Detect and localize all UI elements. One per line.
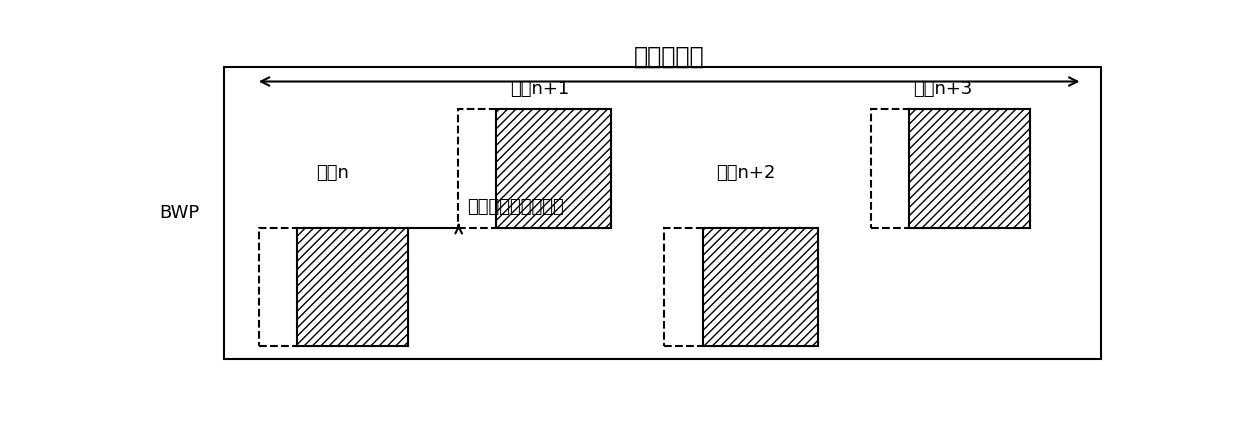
Text: 时隙n: 时隙n (316, 164, 350, 182)
Text: 时隙n+2: 时隙n+2 (717, 164, 776, 182)
Bar (665, 228, 818, 346)
Bar (870, 109, 1029, 228)
Bar (909, 109, 1029, 228)
Text: BWP: BWP (159, 204, 200, 222)
Bar (703, 228, 818, 346)
Text: 时隙n+1: 时隙n+1 (510, 80, 569, 98)
Text: 时隙间跳频: 时隙间跳频 (634, 44, 704, 68)
Bar (496, 109, 611, 228)
Text: 跳频的频域位置偏移: 跳频的频域位置偏移 (467, 197, 564, 216)
Bar (458, 109, 611, 228)
Bar (298, 228, 408, 346)
Text: 时隙n+3: 时隙n+3 (914, 80, 972, 98)
Bar (259, 228, 408, 346)
